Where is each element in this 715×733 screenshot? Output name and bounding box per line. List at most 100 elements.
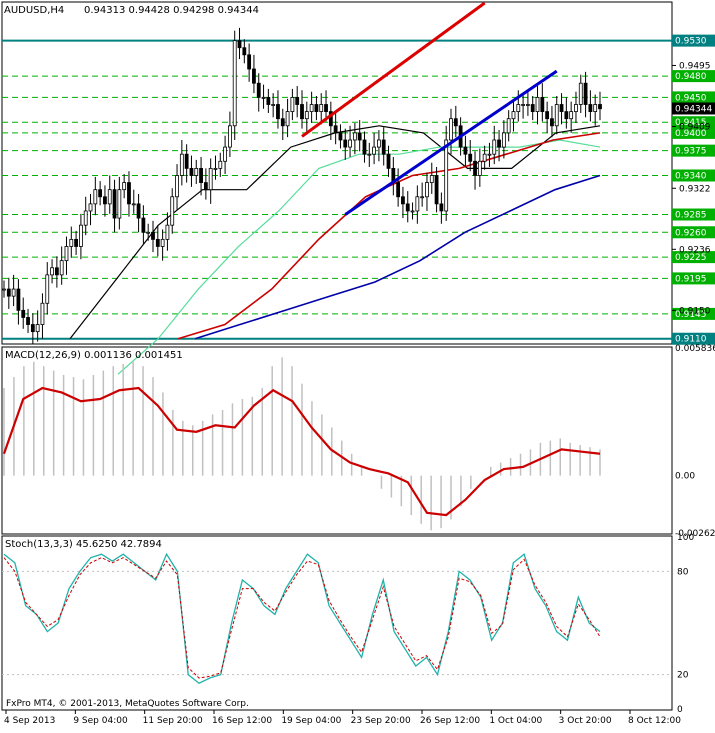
candle [64, 246, 69, 262]
candle [396, 182, 401, 198]
candle [208, 167, 213, 191]
candle [583, 82, 588, 105]
candle [69, 238, 74, 247]
candle [2, 288, 6, 291]
candle [59, 260, 64, 276]
candle [492, 139, 497, 155]
candle [501, 132, 506, 148]
trendline-1[interactable] [344, 69, 558, 216]
time-tick-label: 26 Sep 12:00 [420, 716, 480, 726]
price-tick-label: 0.9322 [679, 184, 711, 194]
macd-signal-line[interactable] [2, 386, 601, 517]
level-label-7: 0.9285 [675, 211, 707, 221]
candle [112, 189, 117, 219]
price-tick-label: 0.9495 [679, 61, 711, 71]
candle [372, 146, 376, 155]
candle [319, 104, 324, 113]
candle [131, 203, 136, 206]
level-tag-5 [672, 144, 715, 157]
moving-average-1[interactable] [117, 139, 601, 375]
moving-average-3[interactable] [194, 174, 601, 340]
candle [203, 182, 208, 191]
symbol-label: AUDUSD,H4 [4, 5, 64, 16]
candle [535, 97, 540, 113]
candle [569, 111, 574, 120]
candle [21, 309, 26, 318]
candle [521, 104, 525, 106]
level-label-9: 0.9225 [675, 253, 707, 263]
candle [357, 132, 362, 141]
candle [74, 238, 78, 247]
stoch-signal-line[interactable] [3, 557, 601, 679]
candle [175, 175, 179, 198]
candle [30, 324, 35, 333]
trendline-0[interactable] [301, 1, 486, 138]
time-tick-label: 8 Oct 12:00 [628, 716, 681, 726]
candle [107, 189, 112, 205]
level-tag-4 [672, 126, 715, 139]
candle [223, 146, 227, 162]
candle [141, 217, 146, 233]
candle [415, 196, 420, 212]
candle [276, 104, 280, 120]
candle [348, 139, 352, 148]
time-tick-label: 9 Sep 04:00 [73, 716, 128, 726]
candle [598, 104, 602, 110]
candle [309, 104, 314, 113]
candle [324, 104, 328, 113]
candle [497, 139, 501, 148]
current-price-label: 0.94344 [675, 104, 712, 114]
time-tick-label: 1 Oct 04:00 [489, 716, 542, 726]
candle [550, 118, 554, 127]
level-label-3: 0.9415 [675, 118, 707, 128]
time-tick-label: 16 Sep 12:00 [212, 716, 272, 726]
candle [343, 139, 348, 148]
candle [386, 153, 391, 169]
candle [218, 160, 223, 169]
level-tag-6 [672, 169, 715, 182]
candle [40, 302, 45, 325]
candle [79, 224, 83, 247]
candle [213, 167, 218, 170]
candle [280, 118, 285, 127]
macd-tick-label: 0.00 [675, 472, 695, 482]
candle [136, 203, 141, 219]
level-label-4: 0.9400 [675, 129, 707, 139]
level-tag-2 [672, 91, 715, 104]
candle [266, 97, 271, 105]
candle [155, 238, 160, 247]
candle [420, 196, 425, 199]
level-tag-12 [672, 332, 715, 345]
candle [545, 111, 550, 120]
price-tick-label: 0.9409 [679, 123, 711, 133]
candle [410, 210, 415, 213]
candle [429, 175, 434, 183]
time-tick-label: 3 Oct 20:00 [559, 716, 612, 726]
candle [54, 267, 59, 276]
candle [482, 153, 487, 162]
candle [554, 104, 559, 127]
macd-pane[interactable] [1, 346, 673, 535]
stoch-pane[interactable] [1, 535, 673, 711]
candle [199, 167, 203, 183]
candle [463, 146, 468, 155]
candle [362, 139, 367, 155]
candle [242, 47, 247, 56]
candle [16, 288, 21, 311]
candle [261, 97, 266, 99]
candle [271, 104, 276, 106]
macd-tick-label: -0.002627 [675, 529, 715, 539]
time-tick-label: 11 Sep 20:00 [143, 716, 203, 726]
level-tag-8 [672, 226, 715, 239]
candle [468, 153, 473, 162]
candle [290, 97, 295, 113]
candle [405, 203, 410, 212]
candle [559, 104, 564, 113]
candle [506, 118, 511, 134]
level-label-10: 0.9195 [675, 274, 707, 284]
candle [170, 196, 175, 226]
candle [444, 139, 449, 212]
candle [578, 82, 583, 105]
